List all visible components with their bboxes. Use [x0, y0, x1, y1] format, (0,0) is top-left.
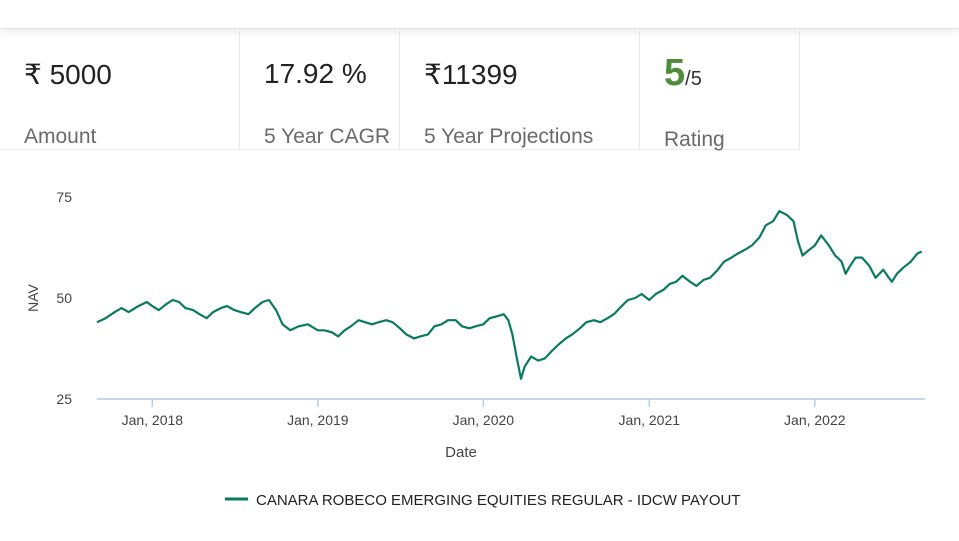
y-axis-ticks: 25 50 75 [56, 189, 72, 407]
y-tick-label: 25 [56, 391, 72, 407]
fund-stats-row: ₹ 5000 Amount 17.92 % 5 Year CAGR ₹11399… [0, 30, 800, 151]
rating-score: 5 [664, 52, 686, 94]
cagr-value: 17.92 % [264, 58, 367, 89]
legend-series-label: CANARA ROBECO EMERGING EQUITIES REGULAR … [256, 492, 741, 509]
projection-label: 5 Year Projections [424, 125, 594, 148]
amount-label: Amount [24, 125, 97, 148]
x-tick-label: Jan, 2018 [122, 412, 184, 428]
x-tick-label: Jan, 2020 [453, 412, 515, 428]
rating-value: 5/5 [664, 52, 702, 95]
y-axis-title: NAV [25, 283, 41, 311]
stat-projection: ₹11399 5 Year Projections [400, 30, 640, 150]
y-tick-label: 50 [56, 290, 72, 306]
stat-amount: ₹ 5000 Amount [0, 30, 240, 150]
rating-label: Rating [664, 128, 725, 151]
cagr-label: 5 Year CAGR [264, 125, 391, 148]
x-tick-label: Jan, 2019 [287, 412, 349, 428]
stat-rating: 5/5 Rating [640, 30, 800, 151]
x-tick-label: Jan, 2022 [784, 412, 846, 428]
legend[interactable]: CANARA ROBECO EMERGING EQUITIES REGULAR … [225, 492, 741, 509]
top-bar [0, 0, 959, 29]
y-tick-label: 75 [56, 189, 72, 205]
x-tick-label: Jan, 2021 [619, 412, 681, 428]
amount-value: ₹ 5000 [24, 59, 112, 90]
stat-cagr: 17.92 % 5 Year CAGR [240, 30, 400, 150]
projection-value: ₹11399 [424, 59, 518, 90]
rating-max: /5 [685, 68, 702, 90]
x-axis-title: Date [445, 444, 477, 461]
x-axis-ticks: Jan, 2018 Jan, 2019 Jan, 2020 Jan, 2021 Jan,… [122, 399, 846, 428]
nav-series-line [96, 210, 923, 380]
